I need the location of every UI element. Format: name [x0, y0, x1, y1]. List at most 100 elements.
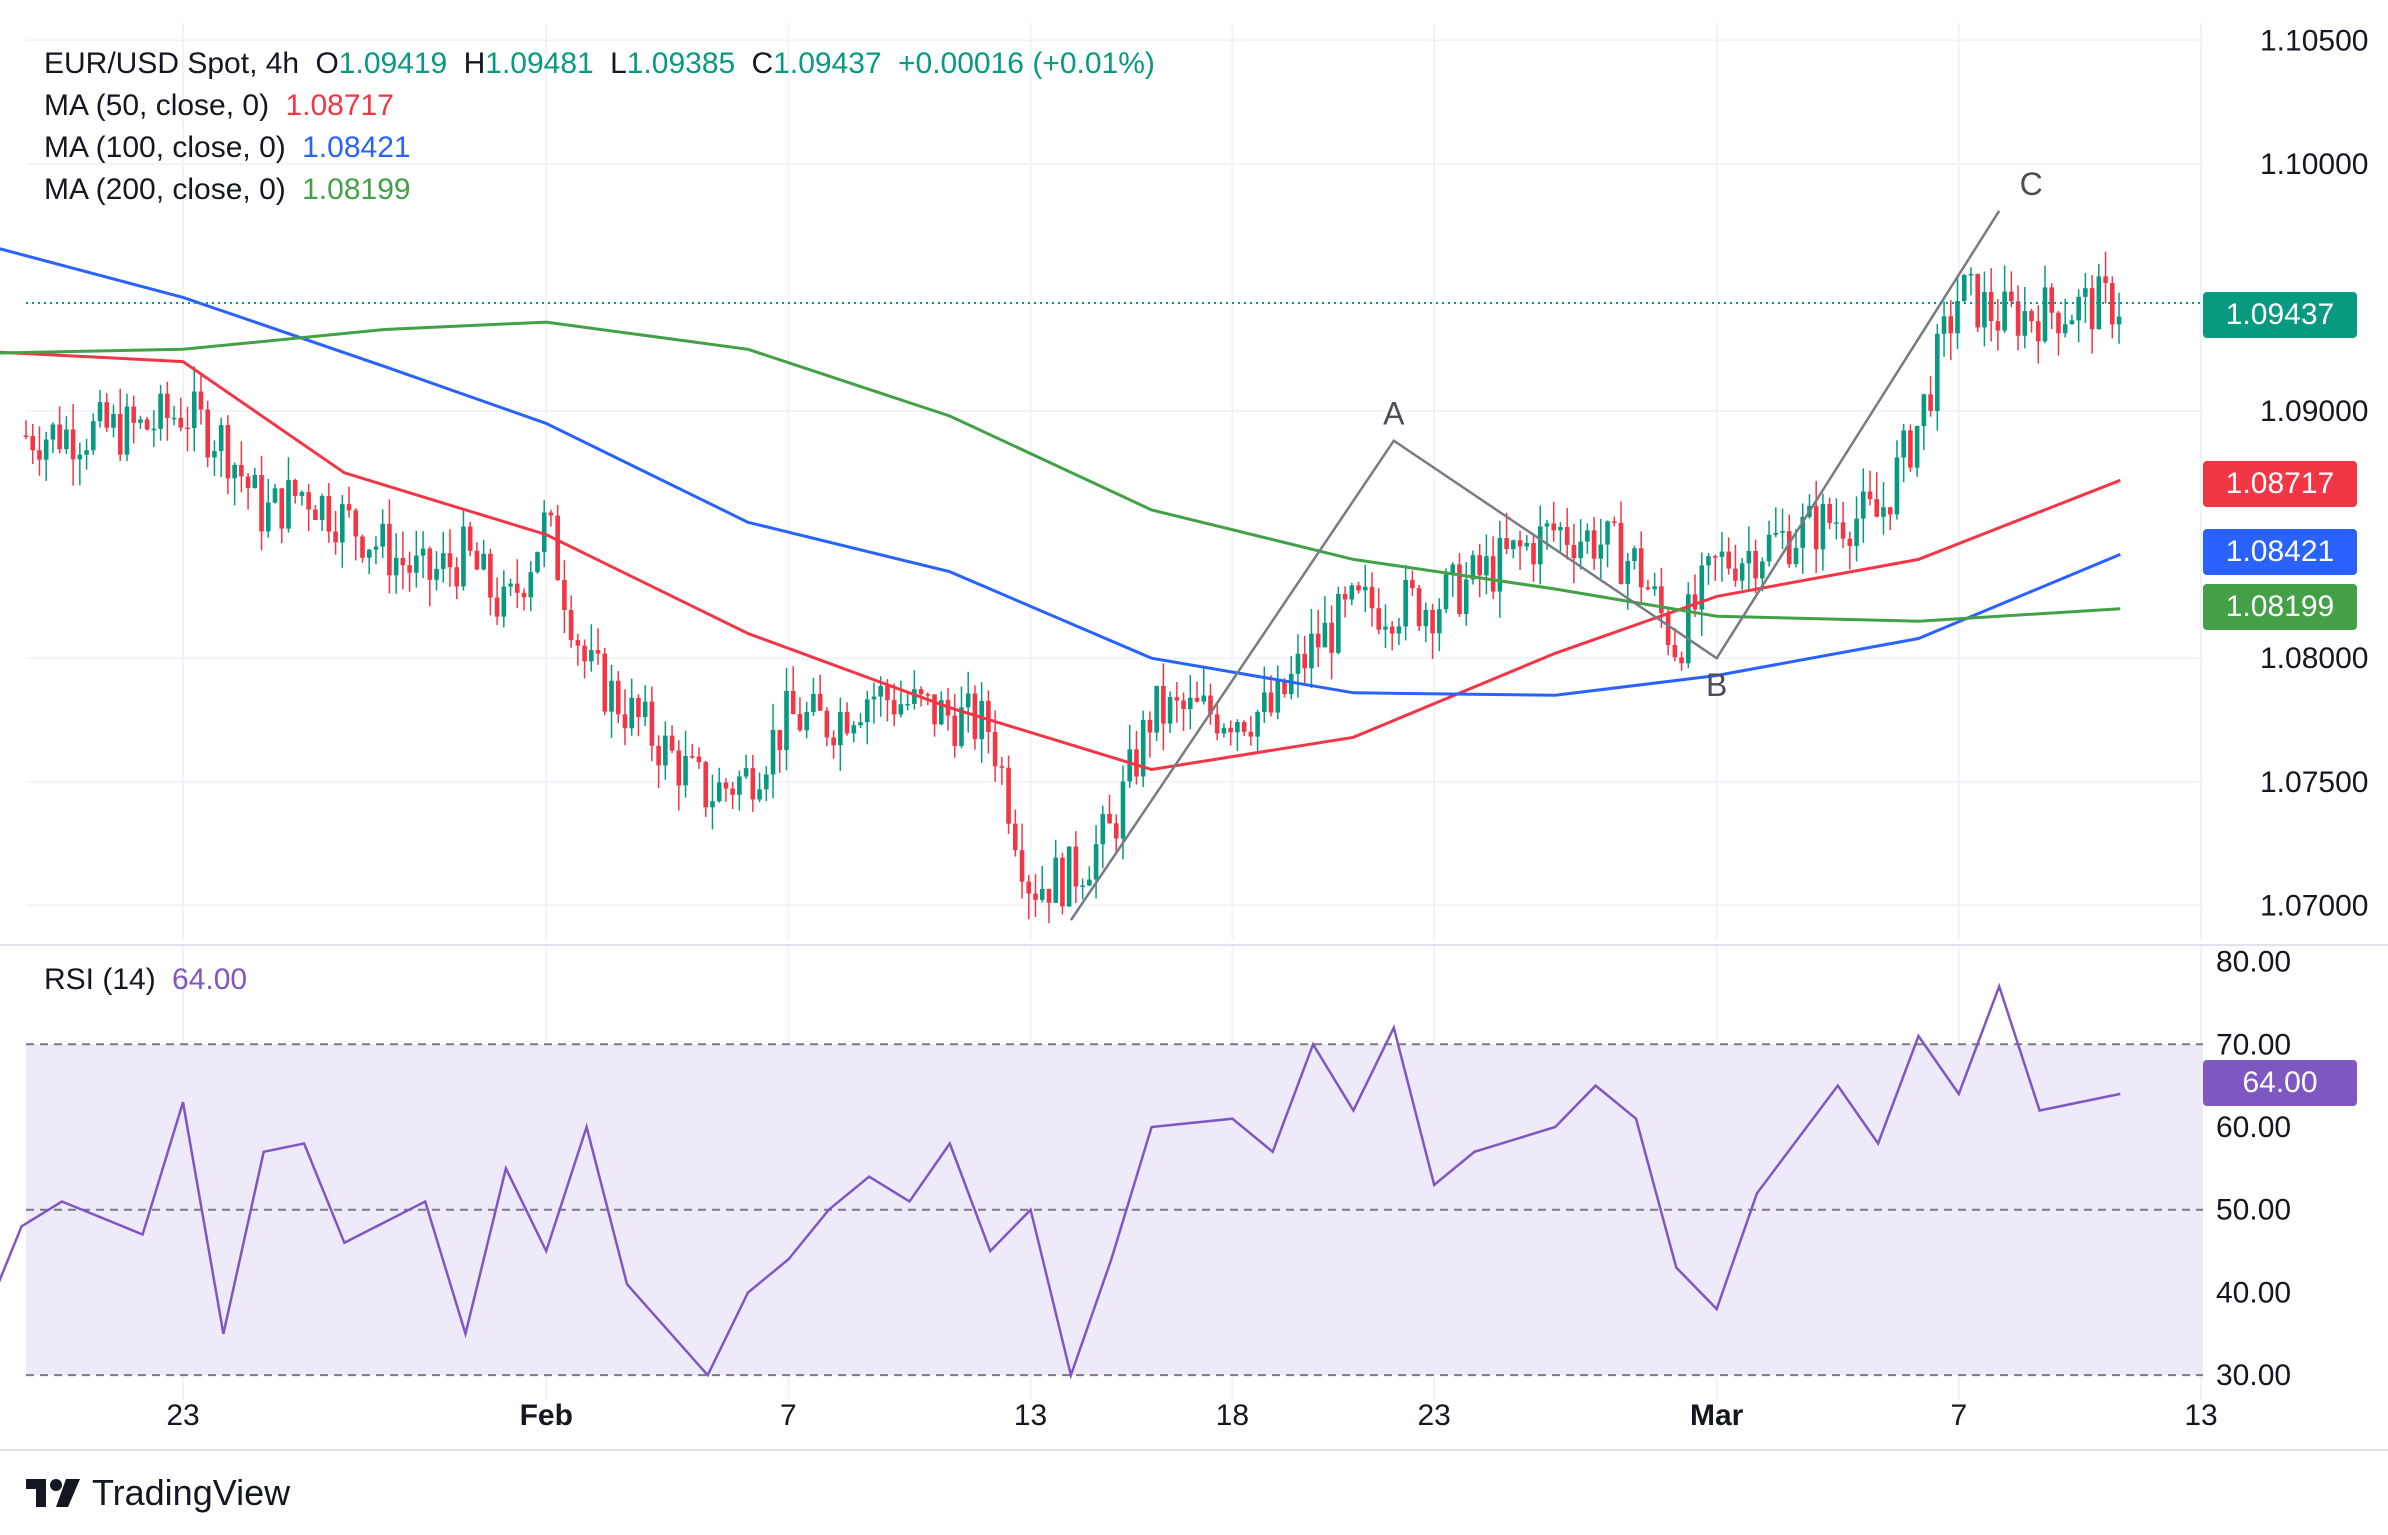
ma50-badge: 1.08717: [2203, 461, 2357, 507]
candle-body: [824, 710, 830, 738]
candle-body: [790, 691, 796, 714]
candle-body: [1376, 608, 1382, 630]
candle-body: [710, 801, 715, 808]
candle-body: [232, 464, 237, 479]
candle-body: [1591, 530, 1597, 559]
candle-body: [1087, 879, 1092, 886]
candle-body: [1840, 522, 1846, 539]
rsi-badge: 64.00: [2203, 1060, 2357, 1106]
candle-body: [225, 425, 231, 479]
ma50-value: 1.08717: [285, 89, 394, 122]
price-axis[interactable]: 1.10500 1.10000 1.09000 1.08000 1.07500 1.070…: [2260, 24, 2368, 922]
ma200-value: 1.08199: [302, 173, 411, 206]
candle-body: [508, 583, 513, 587]
candle-body: [683, 756, 688, 786]
candle-body: [838, 712, 843, 746]
candle-body: [1463, 579, 1469, 614]
candle-body: [488, 553, 493, 598]
candle-body: [1161, 685, 1166, 724]
tradingview-logo[interactable]: TradingView: [26, 1472, 290, 1514]
ma50-legend[interactable]: MA (50, close, 0) 1.08717: [44, 86, 402, 126]
candle-body: [1901, 430, 1906, 458]
candle-body: [770, 730, 776, 775]
candle-body: [1753, 551, 1758, 579]
candle-body: [595, 650, 601, 654]
candle-body: [2015, 301, 2021, 336]
candle-body: [1060, 857, 1065, 907]
candle-body: [1315, 633, 1321, 648]
candle-body: [1262, 692, 1267, 712]
candle-body: [992, 732, 998, 767]
candle-body: [1860, 491, 1866, 519]
candle-body: [454, 567, 460, 587]
candle-body: [2116, 316, 2122, 325]
candle-body: [205, 409, 211, 458]
candle-body: [642, 701, 648, 718]
open-value: 1.09419: [338, 47, 448, 80]
candle-body: [1551, 523, 1557, 531]
candle-body: [326, 496, 332, 532]
candle-body: [1235, 722, 1240, 733]
candle-body: [265, 502, 271, 532]
candle-body: [212, 451, 217, 458]
candle-body: [696, 756, 702, 763]
candle-body: [1430, 609, 1435, 634]
candle-body: [414, 555, 419, 573]
candle-body: [1618, 522, 1624, 584]
candle-body: [474, 550, 480, 570]
candle-body: [366, 549, 372, 558]
ma200-legend[interactable]: MA (200, close, 0) 1.08199: [44, 170, 419, 210]
candle-body: [1201, 695, 1207, 702]
candle-body: [1739, 563, 1745, 581]
candle-body: [1423, 609, 1429, 627]
candle-body: [1659, 586, 1664, 614]
pattern-label: B: [1706, 667, 1727, 703]
candle-body: [131, 406, 136, 423]
candle-body: [1019, 850, 1025, 882]
candle-body: [387, 523, 392, 576]
candle-body: [1100, 813, 1106, 845]
candle-body: [1874, 499, 1880, 517]
time-tick-label: 18: [1216, 1399, 1249, 1432]
candle-body: [1470, 555, 1476, 580]
candle-body: [1362, 586, 1368, 591]
rsi-tick-label: 30.00: [2216, 1359, 2291, 1392]
candle-body: [1275, 679, 1281, 713]
candle-body: [1975, 273, 1980, 328]
low-label: L: [610, 47, 627, 80]
candle-body: [1342, 593, 1348, 600]
candle-body: [932, 694, 937, 725]
candle-body: [1578, 541, 1583, 559]
candle-body: [804, 712, 809, 731]
candle-body: [575, 640, 581, 646]
candle-body: [1733, 568, 1738, 581]
candle-body: [407, 565, 412, 573]
symbol-legend: EUR/USD Spot, 4h O1.09419 H1.09481 L1.09…: [44, 44, 1163, 84]
candle-body: [663, 735, 668, 766]
time-tick-label: 23: [1417, 1399, 1450, 1432]
rsi-tick-label: 50.00: [2216, 1194, 2291, 1227]
candle-body: [737, 776, 742, 795]
rsi-series-line: [0, 982, 2121, 1380]
ma200-badge: 1.08199: [2203, 584, 2357, 630]
candle-body: [393, 557, 399, 576]
rsi-legend[interactable]: RSI (14) 64.00: [44, 960, 255, 1000]
candle-body: [562, 580, 567, 611]
candle-body: [636, 697, 641, 718]
change-value: +0.00016 (+0.01%): [898, 47, 1155, 80]
close-value: 1.09437: [773, 47, 882, 80]
candle-body: [346, 504, 352, 511]
time-tick-label: 13: [1014, 1399, 1047, 1432]
candle-body: [2029, 311, 2034, 322]
candle-body: [30, 436, 36, 451]
time-axis[interactable]: 23 Feb 7 13 18 23 Mar 7 13: [166, 1399, 2217, 1432]
candle-body: [299, 492, 305, 496]
rsi-axis[interactable]: 80.00 70.00 60.00 50.00 40.00 30.00: [2216, 946, 2291, 1393]
symbol-title[interactable]: EUR/USD Spot, 4h: [44, 47, 300, 80]
candle-body: [689, 756, 695, 758]
ma100-legend[interactable]: MA (100, close, 0) 1.08421: [44, 128, 419, 168]
candle-body: [1598, 544, 1604, 559]
candle-body: [1187, 697, 1193, 709]
candle-body: [138, 419, 143, 423]
